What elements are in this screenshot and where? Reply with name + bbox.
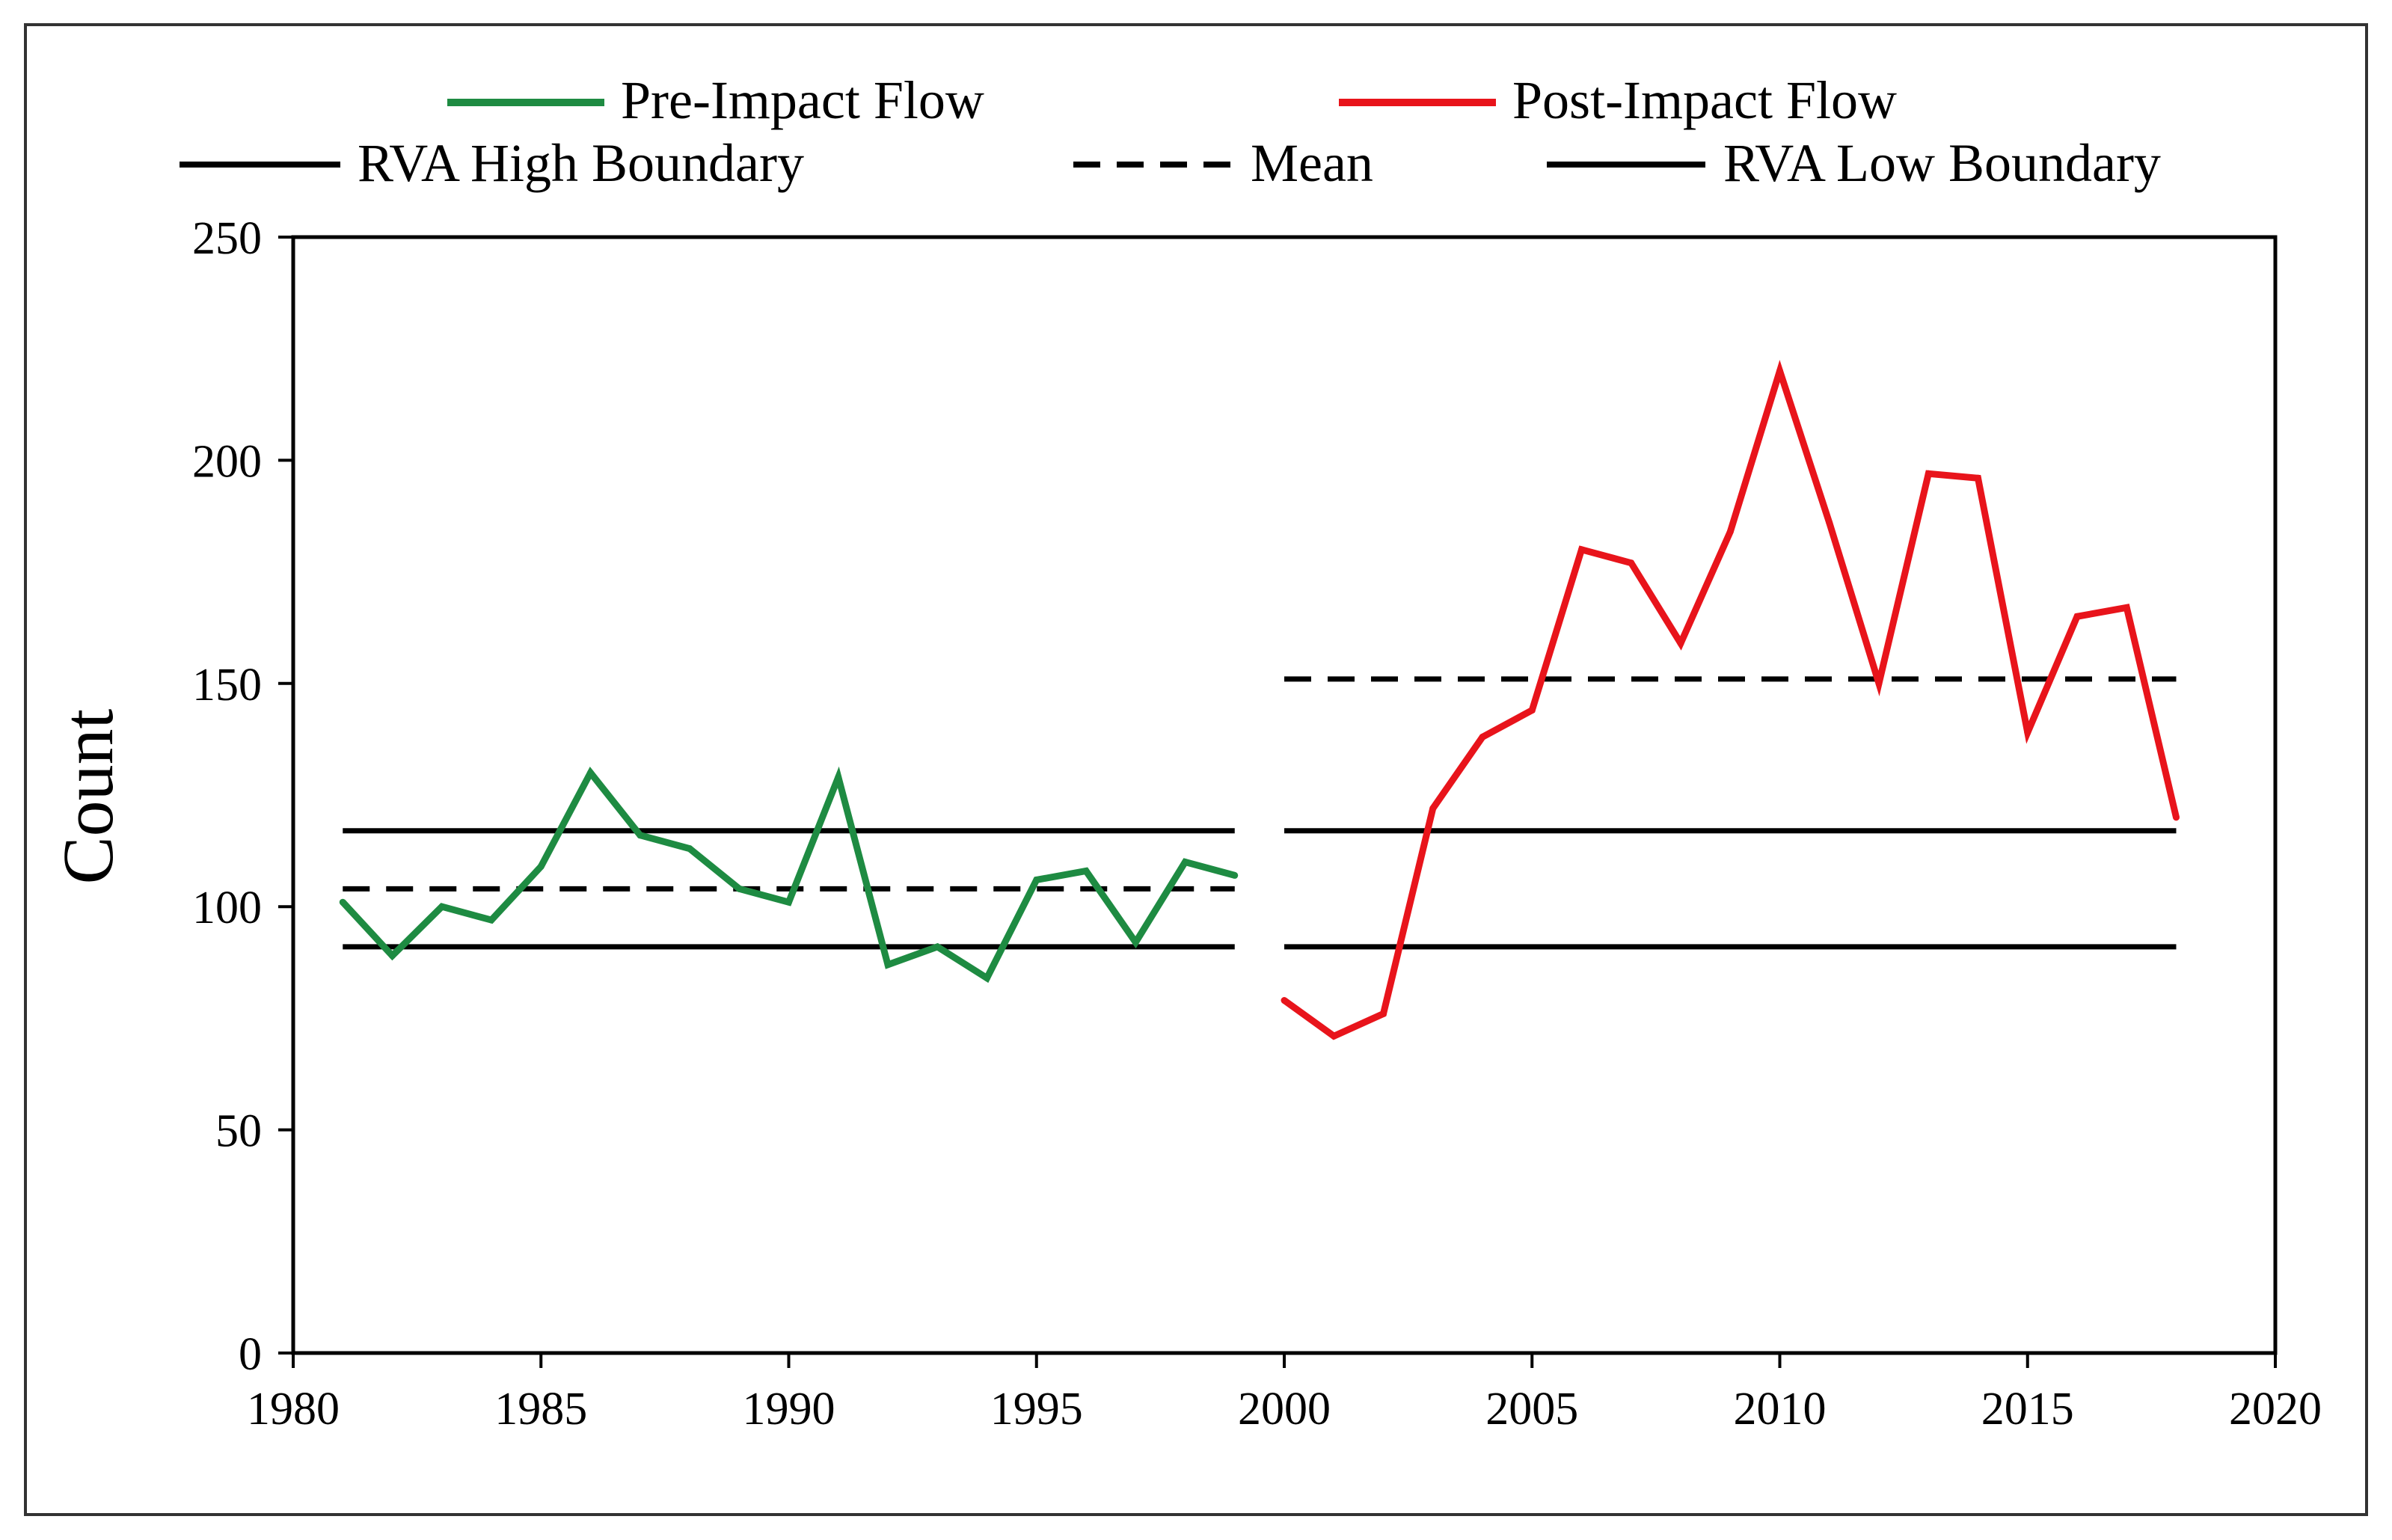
post-impact-flow-point bbox=[1429, 805, 1437, 812]
post-impact-flow-point bbox=[1628, 559, 1635, 567]
post-impact-flow-point bbox=[1776, 367, 1783, 375]
y-tick-label: 200 bbox=[192, 436, 262, 487]
post-impact-flow-point bbox=[1380, 1010, 1387, 1017]
pre-impact-flow-point bbox=[1033, 876, 1040, 883]
post-impact-flow-point bbox=[1826, 519, 1833, 527]
figure-border bbox=[24, 23, 2368, 1516]
x-tick-label: 2020 bbox=[2229, 1384, 2322, 1435]
pre-impact-flow-point bbox=[438, 903, 446, 910]
post-impact-flow-point bbox=[1975, 474, 1981, 482]
x-tick-label: 1995 bbox=[990, 1384, 1083, 1435]
plot-area-frame bbox=[291, 235, 2278, 1355]
x-tick-label: 2000 bbox=[1238, 1384, 1331, 1435]
legend-item-post-impact: Post-Impact Flow bbox=[1339, 70, 1897, 130]
pre-impact-flow-point bbox=[339, 898, 346, 906]
x-tick-label: 2005 bbox=[1485, 1384, 1578, 1435]
series-lines bbox=[339, 360, 2180, 1040]
post-impact-flow-point bbox=[1479, 733, 1486, 740]
pre-impact-flow-point bbox=[686, 845, 693, 853]
pre-impact-flow-point bbox=[587, 769, 594, 776]
y-tick-label: 100 bbox=[192, 883, 262, 933]
x-tick-label: 1985 bbox=[494, 1384, 587, 1435]
post-impact-flow-point bbox=[1925, 470, 1932, 477]
legend-item-rva-high: RVA High Boundary bbox=[180, 133, 804, 193]
legend-item-mean: Mean bbox=[1073, 133, 1373, 193]
legend-label-rva-low: RVA Low Boundary bbox=[1723, 133, 2161, 193]
post-impact-flow-point bbox=[1330, 1032, 1337, 1040]
post-impact-flow-point bbox=[2123, 604, 2130, 611]
pre-impact-flow-point bbox=[537, 862, 545, 870]
y-tick-label: 150 bbox=[192, 660, 262, 711]
reference-lines bbox=[343, 676, 2177, 950]
legend-item-rva-low: RVA Low Boundary bbox=[1547, 133, 2161, 193]
post-impact-flow-point bbox=[1677, 639, 1684, 647]
post-impact-flow-point bbox=[1281, 997, 1288, 1004]
pre-impact-flow-point bbox=[488, 916, 495, 924]
pre-impact-flow-point bbox=[1231, 871, 1239, 879]
post-impact-flow-point bbox=[1726, 528, 1734, 536]
axis-ticks: 1980 1985 1990 1995 2000 2005 2010 2015 2020 0 50 1… bbox=[192, 213, 2322, 1435]
legend-item-pre-impact: Pre-Impact Flow bbox=[447, 70, 984, 130]
pre-impact-flow-point bbox=[389, 952, 396, 960]
pre-impact-flow-point bbox=[884, 961, 892, 969]
x-tick-label: 1980 bbox=[247, 1384, 340, 1435]
pre-impact-flow-point bbox=[1132, 939, 1139, 946]
pre-impact-flow-point bbox=[735, 885, 743, 892]
pre-impact-flow-point bbox=[1182, 859, 1189, 866]
legend: Pre-Impact Flow Post-Impact Flow RVA Hig… bbox=[180, 70, 2161, 193]
post-impact-flow-point bbox=[1578, 546, 1585, 553]
post-impact-flow-point bbox=[2024, 728, 2031, 736]
pre-impact-flow-point bbox=[637, 832, 644, 839]
y-tick-label: 250 bbox=[192, 213, 262, 264]
pre-impact-flow-point bbox=[933, 943, 941, 951]
post-impact-flow-point bbox=[2173, 814, 2180, 821]
x-tick-label: 1990 bbox=[743, 1384, 835, 1435]
post-impact-flow-point bbox=[1875, 680, 1883, 687]
legend-label-pre-impact: Pre-Impact Flow bbox=[621, 70, 984, 130]
x-tick-label: 2010 bbox=[1734, 1384, 1827, 1435]
post-impact-flow-point bbox=[2073, 613, 2081, 620]
y-tick-label: 0 bbox=[239, 1329, 262, 1380]
legend-label-rva-high: RVA High Boundary bbox=[358, 133, 804, 193]
y-axis-title: Count bbox=[48, 708, 128, 884]
pre-impact-flow-point bbox=[785, 898, 792, 906]
legend-label-mean: Mean bbox=[1251, 133, 1373, 193]
pre-impact-flow-point bbox=[984, 975, 990, 982]
y-tick-label: 50 bbox=[215, 1106, 262, 1157]
pre-impact-flow-point bbox=[835, 773, 842, 781]
post-impact-flow-point bbox=[1528, 707, 1536, 714]
x-tick-label: 2015 bbox=[1981, 1384, 2074, 1435]
legend-label-post-impact: Post-Impact Flow bbox=[1512, 70, 1897, 130]
pre-impact-flow-point bbox=[1082, 867, 1090, 874]
